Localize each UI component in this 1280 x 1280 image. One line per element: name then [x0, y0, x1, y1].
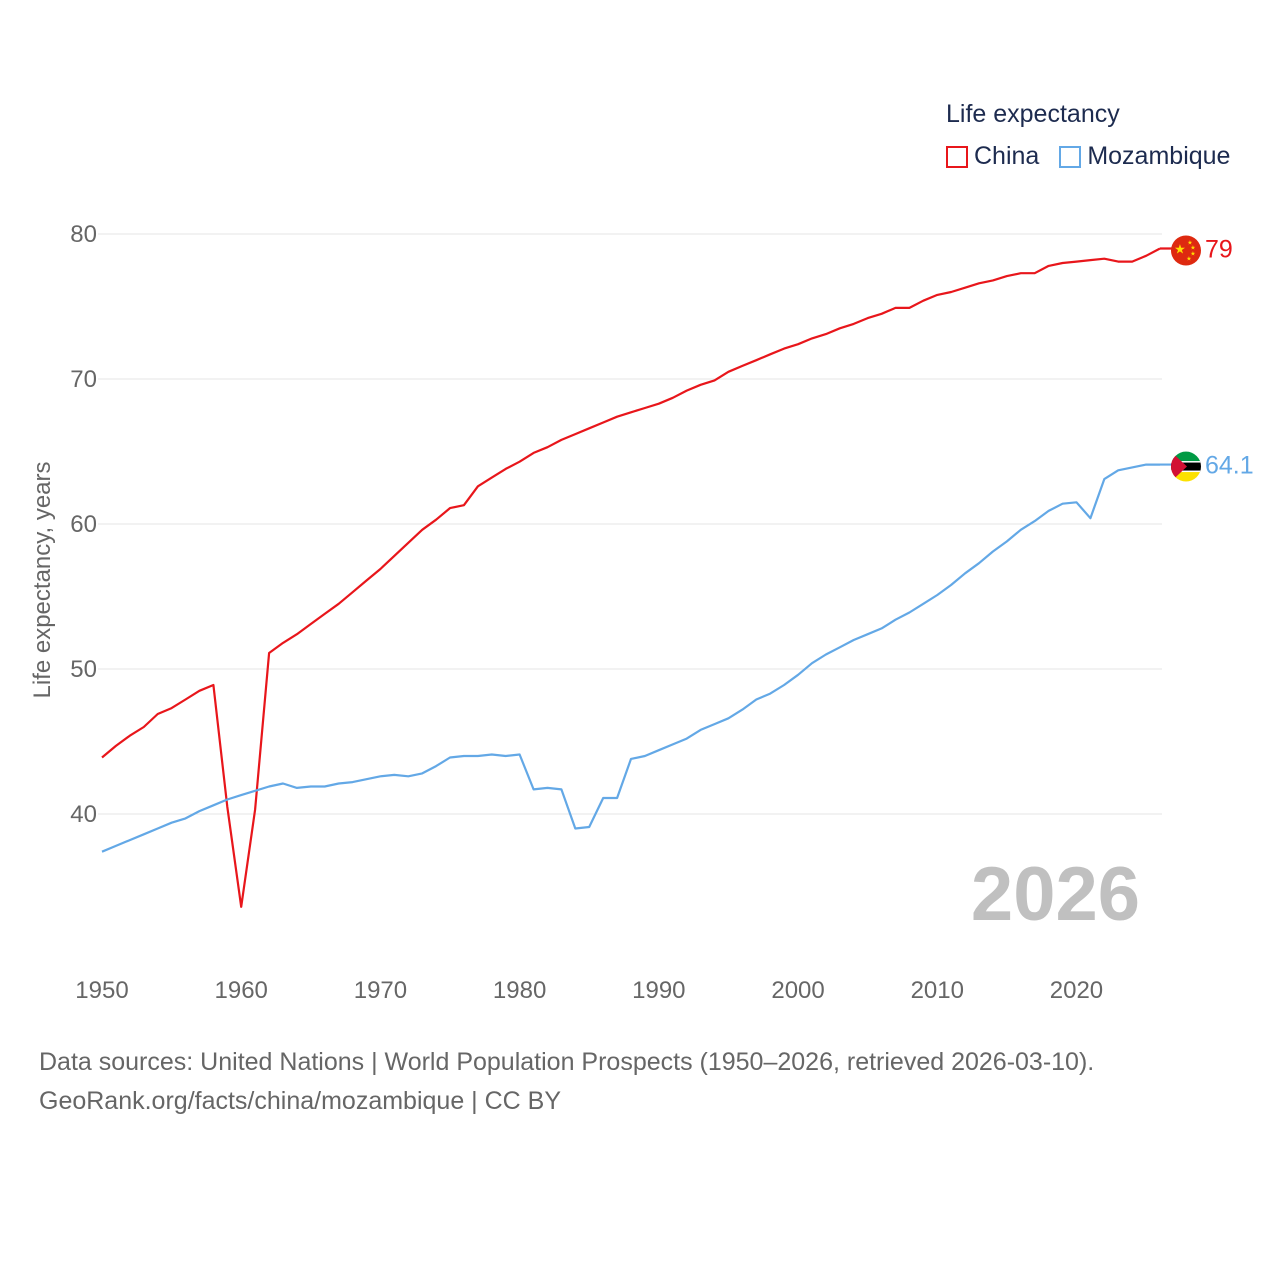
y-tick-label: 80 — [70, 221, 97, 248]
legend-swatch-china — [946, 145, 968, 168]
svg-text:★: ★ — [1190, 245, 1195, 252]
x-tick-label: 2010 — [911, 977, 964, 1004]
end-value-mozambique: 64.1 — [1205, 452, 1254, 480]
y-axis-label: Life expectancy, years — [29, 461, 56, 698]
legend-item-mozambique[interactable]: Mozambique — [1059, 142, 1230, 171]
x-tick-label: 1970 — [354, 977, 407, 1004]
y-tick-label: 40 — [70, 801, 97, 828]
y-tick-label: 70 — [70, 366, 97, 393]
y-tick-label: 60 — [70, 511, 97, 538]
series-lines — [101, 247, 1161, 908]
y-axis-ticks: 40 50 60 70 80 — [70, 221, 97, 828]
legend-label-mozambique: Mozambique — [1087, 142, 1231, 170]
svg-text:★: ★ — [1190, 251, 1195, 258]
legend-swatch-mozambique — [1059, 145, 1082, 168]
x-tick-label: 1950 — [75, 977, 128, 1004]
series-line-china[interactable] — [101, 247, 1161, 908]
line-chart: 40 50 60 70 80 1950 1960 1970 1980 1990 2000 2010 2… — [29, 221, 1254, 1004]
source-line-1: Data sources: United Nations | World Pop… — [39, 1048, 1095, 1076]
legend-title: Life expectancy — [946, 100, 1120, 128]
source-line-2[interactable]: GeoRank.org/facts/china/mozambique | CC … — [39, 1087, 562, 1115]
legend-item-china[interactable]: China — [946, 142, 1039, 171]
svg-text:★: ★ — [1174, 242, 1186, 257]
mozambique-flag-icon — [1171, 451, 1201, 482]
y-tick-label: 50 — [70, 656, 97, 683]
x-axis-ticks: 1950 1960 1970 1980 1990 2000 2010 2020 — [75, 977, 1103, 1004]
svg-text:★: ★ — [1186, 256, 1191, 263]
series-line-mozambique[interactable] — [101, 463, 1160, 853]
svg-text:★: ★ — [1187, 240, 1192, 247]
data-source-note: Data sources: United Nations | World Pop… — [39, 1043, 1094, 1121]
gridlines — [98, 233, 1162, 815]
x-tick-label: 2000 — [771, 977, 824, 1004]
end-value-china: 79 — [1205, 236, 1233, 264]
x-tick-label: 1990 — [632, 977, 685, 1004]
legend-label-china: China — [974, 142, 1040, 170]
x-tick-label: 1980 — [493, 977, 546, 1004]
x-tick-label: 2020 — [1050, 977, 1103, 1004]
china-flag-icon: ★ ★★★★ — [1171, 235, 1201, 266]
current-year-label: 2026 — [971, 852, 1140, 937]
legend: China Mozambique — [946, 142, 1230, 171]
x-tick-label: 1960 — [215, 977, 268, 1004]
